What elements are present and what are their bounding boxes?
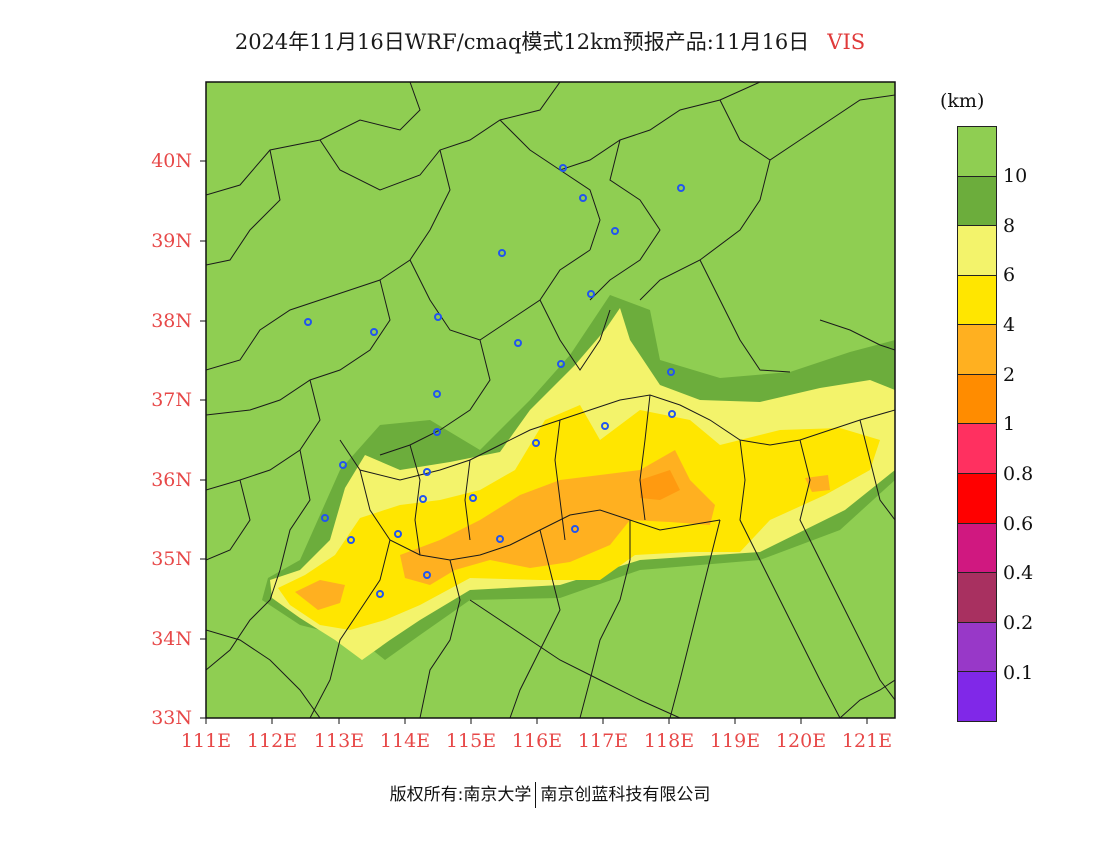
lon-label: 119E xyxy=(709,730,761,752)
title-text: 2024年11月16日WRF/cmaq模式12km预报产品:11月16日 xyxy=(234,30,810,54)
city-marker xyxy=(321,514,329,522)
city-marker xyxy=(496,535,504,543)
city-marker xyxy=(557,360,565,368)
colorbar-label: 0.6 xyxy=(1003,513,1034,535)
city-marker xyxy=(532,439,540,447)
lon-label: 112E xyxy=(246,730,298,752)
lon-label: 120E xyxy=(775,730,827,752)
city-marker xyxy=(347,536,355,544)
colorbar-segment xyxy=(958,474,996,524)
city-marker xyxy=(433,390,441,398)
colorbar-segment xyxy=(958,127,996,177)
lat-label: 34N xyxy=(151,628,192,650)
city-marker xyxy=(559,164,567,172)
copyright-footer: 版权所有:南京大学 南京创蓝科技有限公司 xyxy=(0,780,1100,808)
colorbar-label: 2 xyxy=(1003,364,1016,386)
map-title: 2024年11月16日WRF/cmaq模式12km预报产品:11月16日 VIS xyxy=(0,26,1100,56)
city-marker xyxy=(571,525,579,533)
colorbar-label: 0.8 xyxy=(1003,463,1034,485)
city-marker xyxy=(587,290,595,298)
colorbar-segment xyxy=(958,573,996,623)
lat-label: 33N xyxy=(151,707,192,729)
colorbar-segment xyxy=(958,176,996,227)
colorbar-segment xyxy=(958,226,996,276)
lat-label: 35N xyxy=(151,548,192,570)
lat-label: 39N xyxy=(151,230,192,252)
field-1-2km xyxy=(640,470,680,500)
variable-label: VIS xyxy=(827,30,866,54)
map-fields xyxy=(206,82,895,718)
city-marker xyxy=(677,184,685,192)
colorbar xyxy=(957,126,997,722)
colorbar-label: 0.4 xyxy=(1003,562,1034,584)
city-marker xyxy=(514,339,522,347)
city-marker xyxy=(419,495,427,503)
colorbar-segment xyxy=(958,523,996,574)
city-marker xyxy=(601,422,609,430)
colorbar-label: 6 xyxy=(1003,264,1016,286)
admin-boundaries xyxy=(206,82,895,718)
city-marker xyxy=(339,461,347,469)
colorbar-segment xyxy=(958,275,996,326)
lon-label: 114E xyxy=(379,730,431,752)
lon-label: 116E xyxy=(511,730,563,752)
lon-label: 121E xyxy=(841,730,893,752)
city-marker xyxy=(304,318,312,326)
colorbar-label: 0.2 xyxy=(1003,612,1034,634)
colorbar-label: 1 xyxy=(1003,413,1016,435)
lon-label: 111E xyxy=(180,730,232,752)
city-marker xyxy=(667,368,675,376)
lat-label: 38N xyxy=(151,310,192,332)
copyright-separator xyxy=(535,782,537,808)
lat-label: 40N xyxy=(151,150,192,172)
copyright-owner: 版权所有:南京大学 xyxy=(389,785,532,805)
lon-label: 118E xyxy=(643,730,695,752)
city-marker xyxy=(370,328,378,336)
city-marker xyxy=(498,249,506,257)
city-marker xyxy=(423,571,431,579)
lon-label: 115E xyxy=(445,730,497,752)
city-marker xyxy=(434,313,442,321)
city-markers xyxy=(304,164,685,598)
city-marker xyxy=(394,530,402,538)
colorbar-label: 10 xyxy=(1003,165,1028,187)
colorbar-label: 0.1 xyxy=(1003,662,1034,684)
colorbar-segment xyxy=(958,424,996,475)
city-marker xyxy=(423,468,431,476)
city-marker xyxy=(579,194,587,202)
colorbar-segment xyxy=(958,374,996,425)
city-marker xyxy=(611,227,619,235)
field-2-4km xyxy=(295,450,830,610)
colorbar-segment xyxy=(958,622,996,673)
city-marker xyxy=(668,410,676,418)
lon-label: 117E xyxy=(577,730,629,752)
city-marker xyxy=(433,428,441,436)
lon-label: 113E xyxy=(313,730,365,752)
city-marker xyxy=(376,590,384,598)
colorbar-label: 8 xyxy=(1003,215,1016,237)
colorbar-segment xyxy=(958,325,996,375)
city-marker xyxy=(469,494,477,502)
copyright-company: 南京创蓝科技有限公司 xyxy=(540,785,711,805)
lat-label: 36N xyxy=(151,469,192,491)
colorbar-label: 4 xyxy=(1003,314,1016,336)
lat-label: 37N xyxy=(151,389,192,411)
unit-label: (km) xyxy=(940,90,985,112)
axis-ticks xyxy=(200,160,868,724)
colorbar-segment xyxy=(958,672,996,721)
